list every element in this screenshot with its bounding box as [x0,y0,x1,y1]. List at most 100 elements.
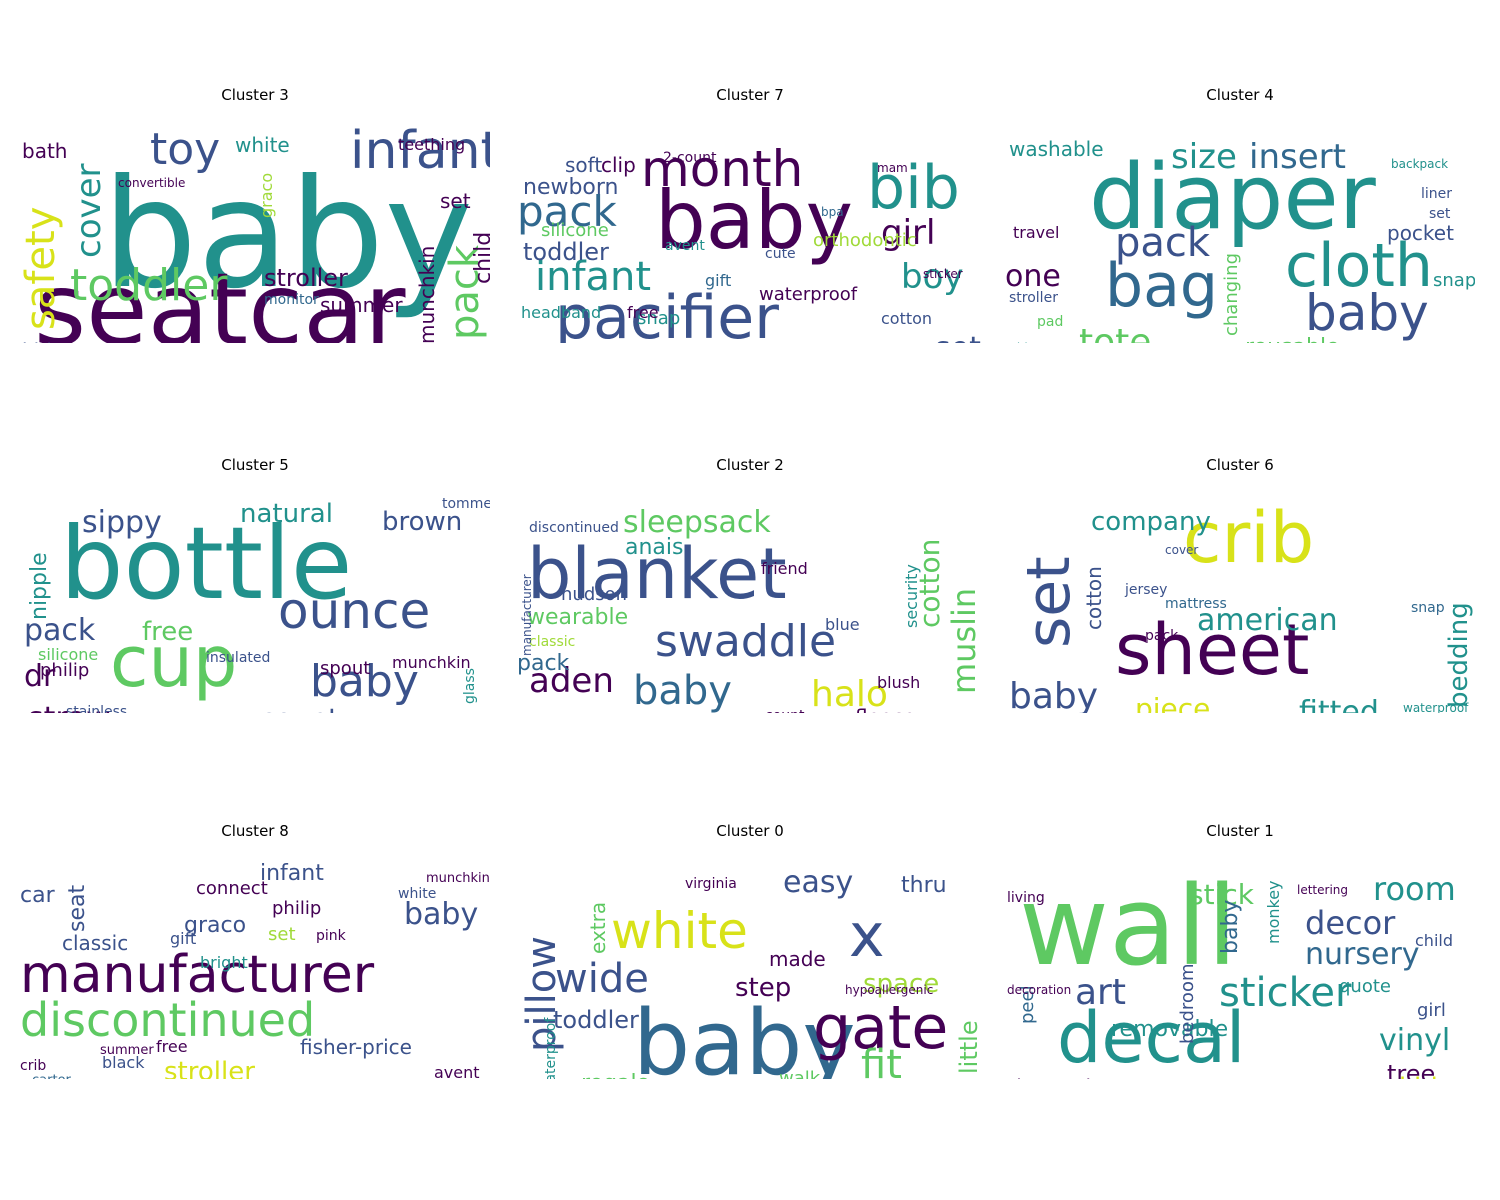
word-cloud-svg: baby gate white x wide pillow fit easy s… [519,865,983,1079]
word-cloud-svg: crib sheet set american baby fitted piec… [1009,497,1474,713]
word: reusable [1245,335,1340,343]
word: toddler [70,260,228,311]
word: classic [529,634,575,650]
word: teething [398,135,465,154]
word: infant [535,254,651,300]
word: munchkin [392,653,471,672]
word: white [1007,341,1040,343]
word: child [1415,931,1453,950]
word: child [471,232,490,284]
word: saying [1301,1077,1366,1079]
word: orthodontic [813,230,917,251]
word: stroller [264,264,348,292]
word: avent [665,238,705,254]
word: gate [813,993,948,1063]
word: quote [1339,976,1391,997]
word: free [627,303,659,322]
word: walk [779,1068,821,1079]
word: easy [783,865,853,900]
word: fit [861,1042,902,1079]
word: baby [633,991,856,1079]
word: girl [1417,1000,1446,1021]
word: toddler [523,238,609,266]
word: manufacturer [520,574,534,656]
word: snap [1411,600,1445,616]
word: 2-count [663,150,717,166]
word: bedroom [1177,964,1198,1045]
word: newborn [523,175,619,200]
cluster-title: Cluster 1 [1206,822,1274,840]
word: aden [529,661,614,701]
word: pillow [519,936,565,1052]
word: insulated [206,650,270,666]
word-cloud: baby pacifier month bib pack infant girl… [515,108,985,343]
word: waterproof [759,284,858,305]
word: pack [517,187,617,236]
word: nursery [1305,937,1420,972]
word: art [1075,972,1126,1013]
word: space [863,969,939,999]
word: decoration [1007,983,1071,997]
word: waterproof [1403,701,1469,713]
word: girl [881,213,935,253]
word: fitted [1299,695,1379,713]
word: seat [65,885,90,932]
word: pacifier [555,283,779,343]
word: fisher-price [300,1035,412,1059]
word: cover [1165,543,1198,557]
word: philip [40,660,89,681]
word: summer [100,1043,154,1058]
word: mattress [1165,596,1227,612]
word: toy [150,124,220,175]
word: hypoallergenic [845,983,933,997]
word: brown [382,507,462,537]
word: extra [586,902,610,954]
word: headband [521,303,601,322]
word: vinyl [1379,1023,1450,1058]
word: virginia [685,876,737,892]
word: carter [32,1073,72,1079]
word: kid [1399,1073,1438,1079]
word: hudson [561,584,627,605]
word: summer [320,293,403,317]
word: pink [316,928,347,944]
word: white [235,133,290,157]
word: pack [442,244,488,340]
word: philip [272,898,321,919]
word: bottle [60,505,352,622]
word: removable [1111,1017,1228,1042]
word: pack [1145,628,1179,644]
word: silicone [38,645,98,664]
word: pack [24,613,96,648]
word-cloud-svg: baby seatcar infant toy toddler safety c… [20,121,490,343]
cluster-title: Cluster 0 [716,822,784,840]
word: gift [705,271,731,290]
word: count [260,702,339,713]
word: natural [240,499,333,529]
word: anais [625,535,683,560]
word: receiving [623,712,706,713]
word: jersey [1124,582,1167,598]
cluster-title: Cluster 3 [221,86,289,104]
word: baby [102,148,473,322]
word: set [1014,556,1084,648]
word: regalo [581,1071,650,1079]
word-cloud-svg: blanket swaddle baby sleepsack aden halo… [517,505,983,713]
cluster-title: Cluster 5 [221,456,289,474]
word: cup [110,621,237,703]
word: blue [825,615,860,634]
word: month [641,140,803,198]
word: cloth [1285,231,1433,301]
word: room [1373,870,1456,908]
word: glass [462,668,478,704]
word: monkey [1264,880,1283,944]
word: wall [1019,862,1238,990]
word: black [102,1053,145,1072]
word: set [1429,206,1451,222]
word-cloud: crib sheet set american baby fitted piec… [1005,478,1475,713]
word-cloud: blanket swaddle baby sleepsack aden halo… [515,478,985,713]
word: ounce [278,582,430,640]
word: size [1171,137,1237,177]
word: halo [811,674,888,713]
word: decorative [1009,1075,1115,1079]
